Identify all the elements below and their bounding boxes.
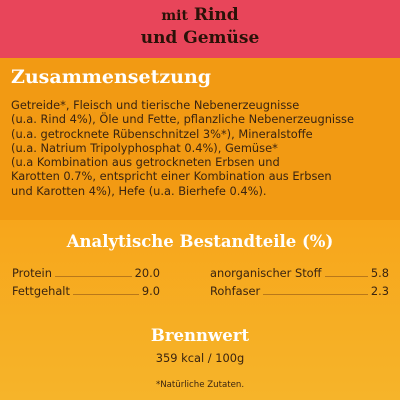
leader-line	[263, 294, 368, 295]
leader-line	[324, 276, 368, 277]
product-banner: mit Rind und Gemüse	[0, 0, 400, 58]
energy-value: 359 kcal / 100g	[155, 351, 245, 365]
composition-line: (u.a Kombination aus getrockneten Erbsen…	[11, 155, 280, 170]
nutrient-value: 2.3	[370, 284, 389, 298]
composition-line: und Karotten 4%), Hefe (u.a. Bierhefe 0.…	[11, 183, 267, 198]
nutrient-name: anorganischer Stoff	[210, 266, 322, 280]
composition-text: Getreide*, Fleisch und tierische Nebener…	[11, 98, 396, 198]
nutrient-row-fiber: Rohfaser 2.3	[210, 282, 389, 298]
composition-line: Karotten 0.7%, entspricht einer Kombinat…	[11, 169, 332, 184]
composition-line: (u.a. getrocknete Rübenschnitzel 3%*), M…	[11, 126, 313, 141]
leader-line	[72, 294, 139, 295]
nutrient-row-ash: anorganischer Stoff 5.8	[210, 264, 389, 280]
footnote: *Natürliche Zutaten.	[155, 380, 245, 390]
nutrient-value: 20.0	[134, 266, 160, 280]
nutrient-row-fat: Fettgehalt 9.0	[12, 282, 160, 298]
composition-line: Getreide*, Fleisch und tierische Nebener…	[11, 98, 300, 112]
banner-line-2: und Gemüse	[140, 28, 260, 48]
nutrient-value: 5.8	[370, 266, 389, 280]
nutrient-value: 9.0	[141, 284, 160, 298]
nutrient-name: Protein	[12, 266, 52, 280]
analytical-section	[0, 220, 400, 400]
composition-section	[0, 58, 400, 220]
energy-heading: Brennwert	[150, 326, 250, 345]
nutrient-name: Fettgehalt	[12, 284, 70, 298]
banner-main: Rind	[193, 5, 239, 25]
composition-heading: Zusammensetzung	[11, 66, 212, 88]
analytical-heading: Analytische Bestandteile (%)	[66, 232, 334, 251]
leader-line	[54, 276, 132, 277]
composition-line: (u.a. Rind 4%), Öle und Fette, pflanzlic…	[11, 112, 354, 127]
nutrient-name: Rohfaser	[210, 284, 261, 298]
banner-prefix: mit	[161, 8, 188, 24]
nutrient-row-protein: Protein 20.0	[12, 264, 160, 280]
composition-line: (u.a. Natrium Tripolyphosphat 0.4%), Gem…	[11, 140, 278, 155]
banner-line-1: mit Rind	[0, 4, 400, 27]
